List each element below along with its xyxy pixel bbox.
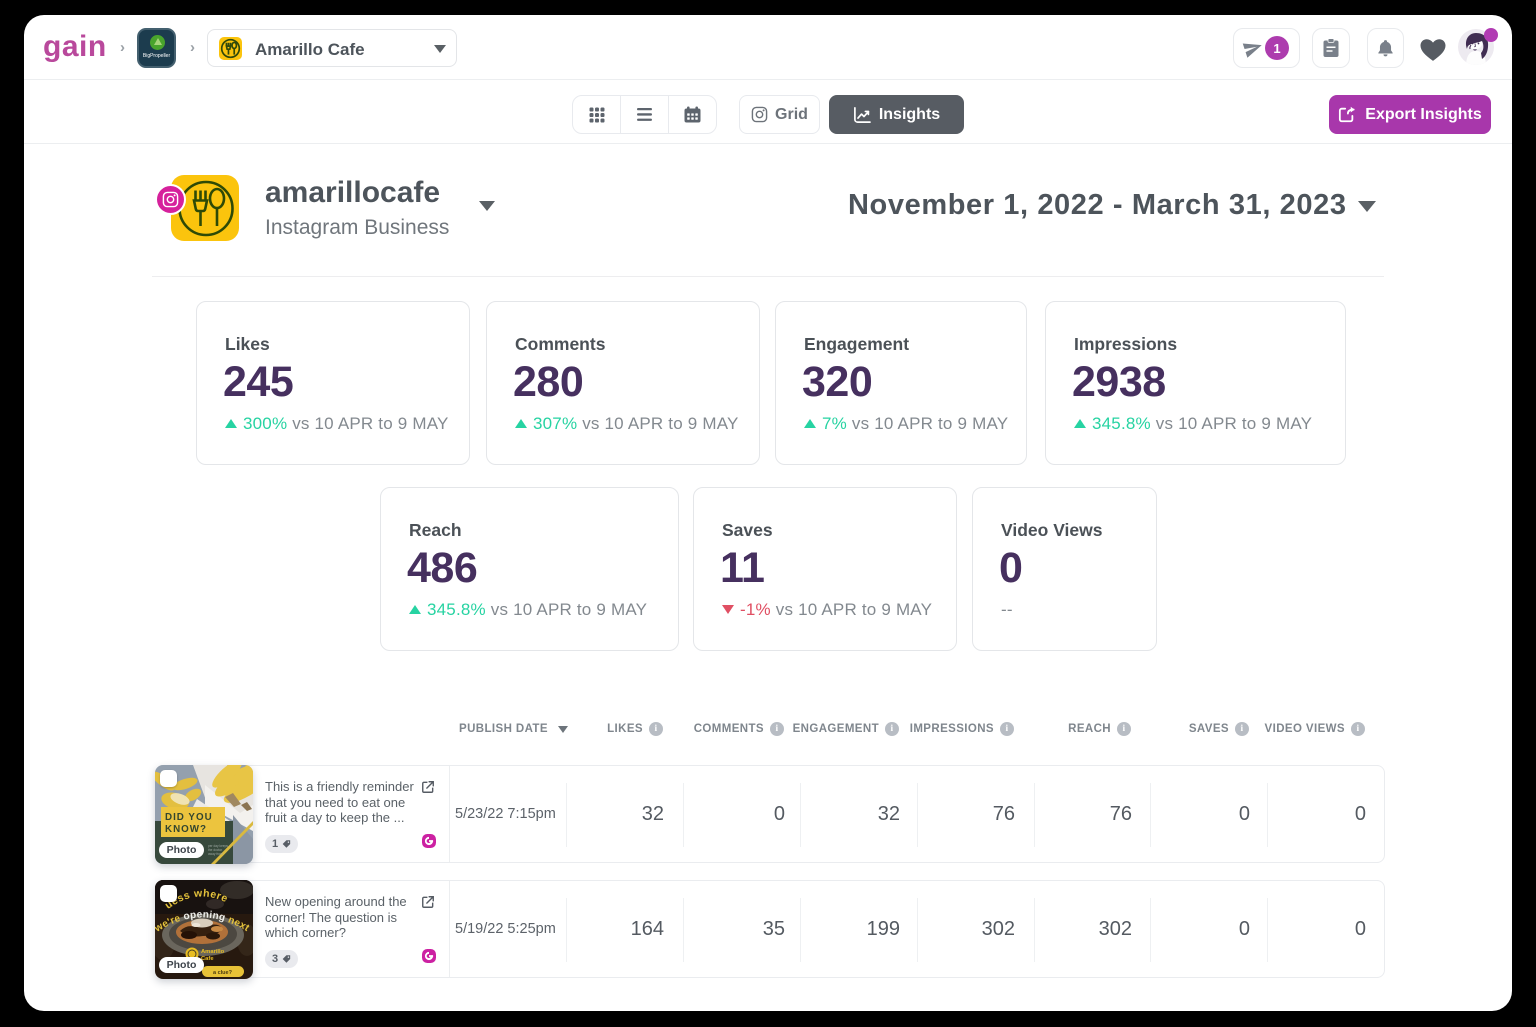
svg-text:away from: away from bbox=[208, 852, 223, 856]
svg-text:Amarillo: Amarillo bbox=[201, 949, 225, 955]
svg-text:DID YOU: DID YOU bbox=[165, 812, 213, 823]
svg-text:KNOW?: KNOW? bbox=[165, 824, 207, 835]
svg-text:Cafe: Cafe bbox=[201, 956, 214, 962]
svg-text:per day keeps: per day keeps bbox=[208, 844, 228, 848]
svg-text:the doctor: the doctor bbox=[208, 848, 223, 852]
svg-text:a clue?: a clue? bbox=[213, 970, 233, 976]
